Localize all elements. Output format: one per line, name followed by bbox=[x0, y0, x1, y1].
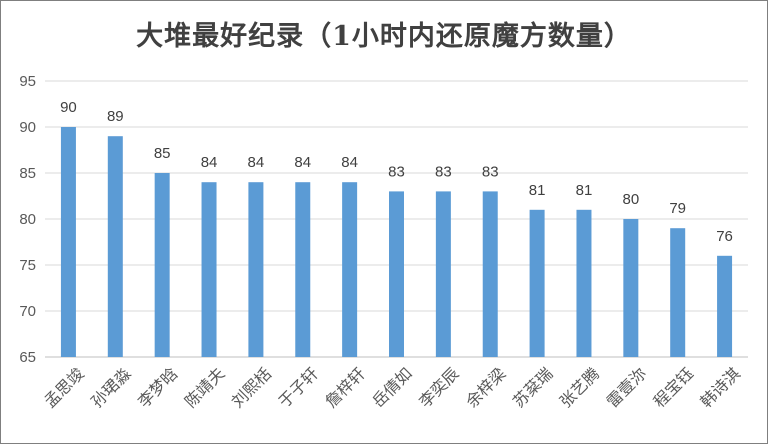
bar bbox=[670, 228, 686, 357]
x-tick-label: 余梓梁 bbox=[462, 364, 509, 411]
bar bbox=[60, 127, 76, 357]
x-tick-label: 韩诗淇 bbox=[696, 364, 743, 411]
data-label: 85 bbox=[154, 145, 171, 162]
x-tick-label: 詹梓轩 bbox=[322, 364, 369, 411]
data-label: 84 bbox=[201, 154, 218, 171]
bar bbox=[717, 255, 733, 357]
y-tick-label: 95 bbox=[19, 73, 36, 90]
bar bbox=[576, 209, 592, 357]
x-tick-label: 于子轩 bbox=[275, 364, 322, 411]
data-label: 84 bbox=[294, 154, 311, 171]
data-label: 83 bbox=[482, 163, 499, 180]
bar bbox=[623, 219, 639, 357]
bar bbox=[482, 191, 498, 357]
x-tick-label: 张艺腾 bbox=[556, 364, 603, 411]
y-tick-label: 70 bbox=[19, 303, 36, 320]
data-label: 76 bbox=[716, 228, 733, 245]
x-tick-label: 孟思竣 bbox=[40, 364, 87, 411]
bar bbox=[435, 191, 451, 357]
data-label: 79 bbox=[669, 200, 686, 217]
bar bbox=[248, 182, 264, 357]
y-tick-label: 90 bbox=[19, 119, 36, 136]
bar bbox=[342, 182, 358, 357]
y-tick-label: 75 bbox=[19, 257, 36, 274]
x-tick-label: 李奕辰 bbox=[415, 364, 462, 411]
y-tick-label: 85 bbox=[19, 165, 36, 182]
y-tick-label: 65 bbox=[19, 349, 36, 366]
bar bbox=[389, 191, 404, 357]
x-tick-label: 程宝钰 bbox=[650, 364, 697, 411]
data-label: 84 bbox=[341, 154, 358, 171]
chart-title: 大堆最好纪录（1小时内还原魔方数量） bbox=[136, 21, 632, 52]
bar bbox=[154, 173, 170, 357]
x-tick-label: 陈靖夫 bbox=[181, 364, 228, 411]
x-tick-label: 苏棻瑞 bbox=[509, 364, 556, 411]
x-tick-label: 岳倩如 bbox=[368, 364, 415, 411]
x-tick-label: 李梦晗 bbox=[134, 364, 181, 411]
bar bbox=[295, 182, 311, 357]
data-label: 81 bbox=[529, 182, 546, 199]
data-label: 89 bbox=[107, 108, 124, 125]
data-label: 80 bbox=[622, 191, 639, 208]
data-label: 83 bbox=[388, 163, 405, 180]
data-label: 83 bbox=[435, 163, 452, 180]
y-tick-label: 80 bbox=[19, 211, 36, 228]
x-tick-label: 雷壹沵 bbox=[603, 364, 650, 411]
x-tick-label: 刘熙栝 bbox=[228, 364, 275, 411]
x-tick-label: 孙珺淼 bbox=[87, 364, 134, 411]
data-label: 84 bbox=[248, 154, 265, 171]
data-label: 81 bbox=[576, 182, 593, 199]
data-label: 90 bbox=[60, 99, 77, 116]
bar bbox=[529, 209, 545, 357]
bar bbox=[107, 136, 123, 357]
bar bbox=[201, 182, 217, 357]
